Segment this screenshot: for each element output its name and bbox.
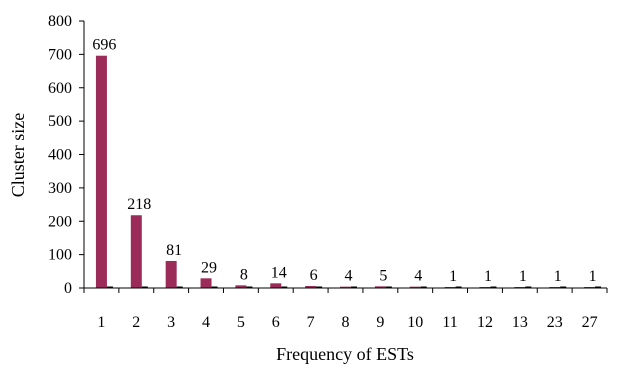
data-label: 218	[127, 196, 151, 213]
bar	[235, 285, 247, 288]
x-tick-label: 5	[237, 314, 245, 331]
bar-baseline-stub	[351, 286, 357, 288]
data-label: 29	[201, 259, 217, 276]
data-label: 8	[240, 266, 248, 283]
x-tick-label: 6	[272, 314, 280, 331]
bar	[165, 260, 177, 288]
bar-baseline-stub	[176, 286, 183, 288]
y-tick-label: 500	[48, 113, 72, 130]
bar-baseline-stub	[106, 286, 113, 288]
bar	[305, 285, 317, 288]
bar-baseline-stub	[385, 286, 392, 288]
y-axis-title: Cluster size	[8, 113, 28, 197]
data-label: 1	[484, 268, 492, 285]
bar	[374, 286, 386, 288]
y-tick-label: 800	[48, 13, 72, 30]
bar	[409, 286, 421, 288]
bar	[95, 55, 107, 289]
x-tick-label: 2	[132, 314, 140, 331]
data-label: 4	[414, 268, 422, 285]
x-tick-label: 11	[442, 314, 457, 331]
bar-baseline-stub	[246, 286, 253, 288]
data-labels: 696 218 81 29 8 14 6 4 5 4 1 1 1 1 1	[92, 37, 596, 285]
bar-baseline-stub	[211, 286, 218, 288]
bar-baseline-stub	[595, 286, 602, 288]
data-label: 1	[519, 268, 527, 285]
x-tick-label: 9	[376, 314, 384, 331]
data-label: 1	[554, 268, 562, 285]
data-label: 81	[166, 242, 182, 259]
x-tick-label: 4	[202, 314, 210, 331]
x-tick-label: 27	[582, 314, 598, 331]
x-tick-label: 8	[342, 314, 350, 331]
x-tick-label: 13	[512, 314, 528, 331]
bar	[200, 278, 212, 288]
bar-baseline-stub	[420, 286, 427, 288]
data-label: 6	[310, 267, 318, 284]
bar-baseline-stub	[316, 286, 323, 288]
x-ticks: 1 2 3 4 5 6 7 8 9 10 11 12 13 23 27	[83, 288, 608, 331]
bar-baseline-stub	[281, 286, 288, 288]
y-tick-label: 0	[64, 280, 72, 297]
data-label: 5	[379, 267, 387, 284]
y-tick-label: 400	[48, 147, 72, 164]
data-label: 1	[449, 268, 457, 285]
x-tick-label: 12	[477, 314, 493, 331]
x-tick-label: 7	[307, 314, 315, 331]
bar	[270, 283, 282, 288]
x-tick-label: 10	[407, 314, 423, 331]
bar-baseline-stub	[560, 286, 567, 288]
data-label: 14	[271, 264, 287, 281]
bar-baseline-stub	[455, 286, 462, 288]
axes-layer	[83, 21, 607, 289]
bar-baseline-stub	[490, 286, 497, 288]
x-axis-title: Frequency of ESTs	[276, 344, 414, 364]
data-label: 696	[92, 37, 116, 54]
y-tick-label: 700	[48, 46, 72, 63]
x-tick-label: 23	[547, 314, 563, 331]
x-tick-label: 3	[167, 314, 175, 331]
y-ticks: 0 100 200 300 400 500 600 700 800	[48, 13, 84, 297]
y-tick-label: 300	[48, 180, 72, 197]
data-label: 4	[345, 268, 353, 285]
data-label: 1	[589, 268, 597, 285]
x-tick-label: 1	[97, 314, 105, 331]
y-tick-label: 600	[48, 80, 72, 97]
bar-baseline-stub	[525, 286, 532, 288]
bar	[340, 286, 351, 288]
bar-baseline-stub	[141, 286, 148, 288]
y-tick-label: 200	[48, 213, 72, 230]
bar	[130, 215, 142, 288]
bars-layer	[95, 55, 602, 289]
y-tick-label: 100	[48, 247, 72, 264]
